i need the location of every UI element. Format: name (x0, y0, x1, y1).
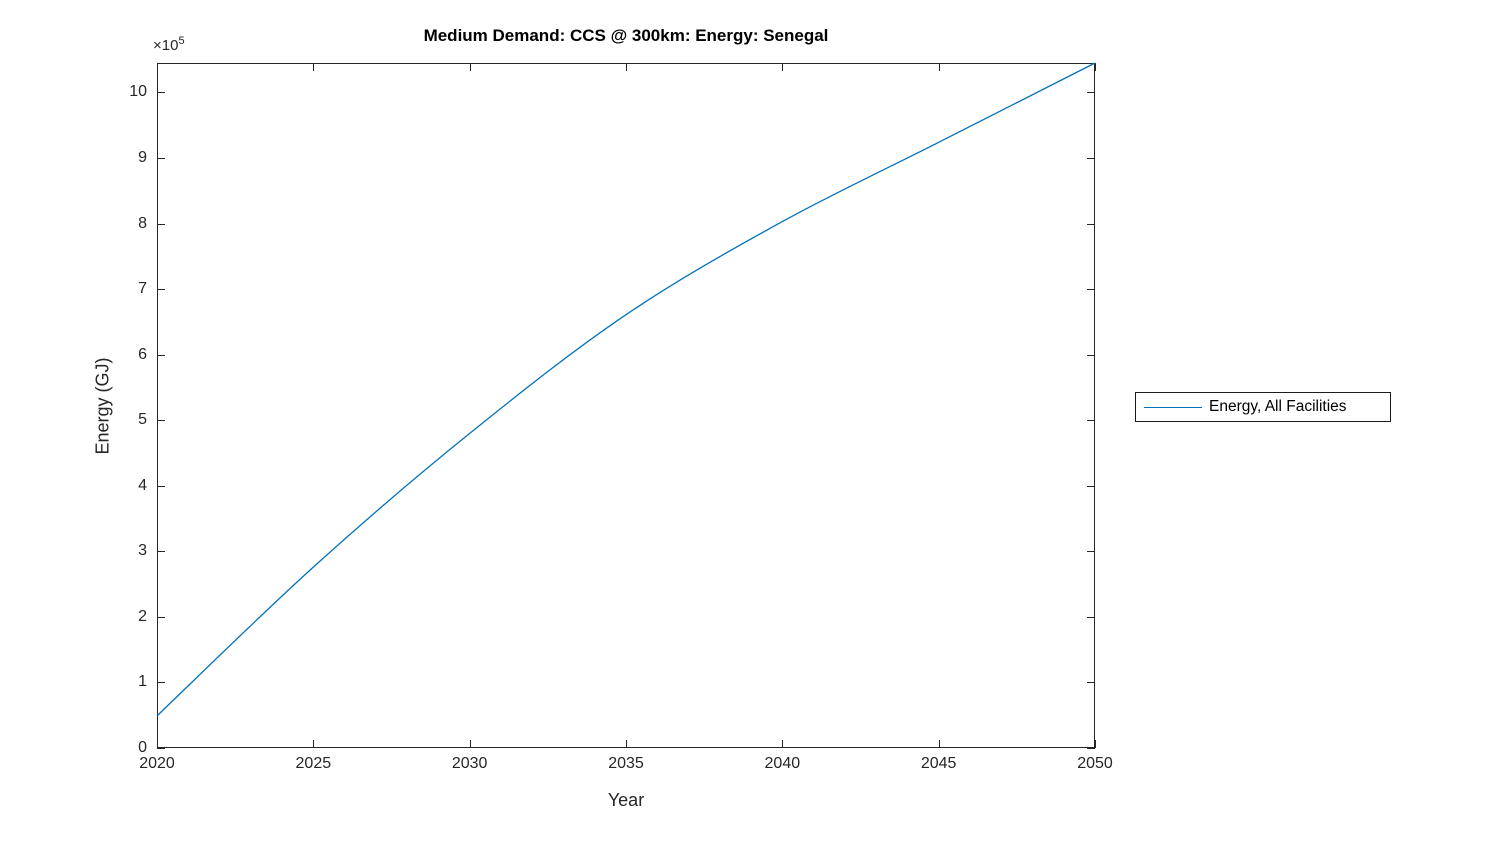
y-tick-label: 1 (138, 673, 147, 691)
y-axis-multiplier: ×105 (153, 35, 185, 54)
x-tick-label: 2035 (608, 755, 644, 772)
y-axis-multiplier-base: ×10 (153, 37, 179, 54)
y-tick-label: 2 (138, 607, 147, 625)
x-axis-label: Year (607, 790, 645, 810)
y-axis-label: Energy (GJ) (92, 357, 113, 455)
x-tick-label: 2025 (295, 755, 332, 772)
y-tick-label: 3 (138, 542, 147, 560)
axis-ticks (157, 63, 1096, 749)
series-line-energy (156, 62, 1096, 717)
x-tick-label: 2050 (1077, 755, 1113, 772)
legend-line-sample-icon (1144, 406, 1202, 408)
x-tick-label: 2045 (920, 755, 957, 772)
y-tick-label: 10 (129, 83, 147, 101)
chart-title: Medium Demand: CCS @ 300km: Energy: Sene… (423, 26, 829, 45)
y-tick-label: 4 (138, 476, 147, 494)
x-tick-label: 2030 (451, 755, 488, 772)
legend-label: Energy, All Facilities (1209, 398, 1347, 415)
legend: Energy, All Facilities (1135, 392, 1391, 422)
y-tick-label: 7 (138, 280, 147, 298)
y-tick-label: 8 (138, 214, 147, 232)
y-axis-multiplier-exponent: 5 (178, 35, 185, 47)
y-tick-label: 0 (138, 739, 147, 756)
y-tick-label: 6 (138, 345, 147, 363)
x-tick-label: 2040 (764, 755, 801, 772)
y-tick-label: 5 (138, 411, 147, 429)
y-tick-label: 9 (138, 149, 147, 167)
x-tick-label: 2020 (139, 755, 175, 772)
plot-box (157, 63, 1095, 748)
